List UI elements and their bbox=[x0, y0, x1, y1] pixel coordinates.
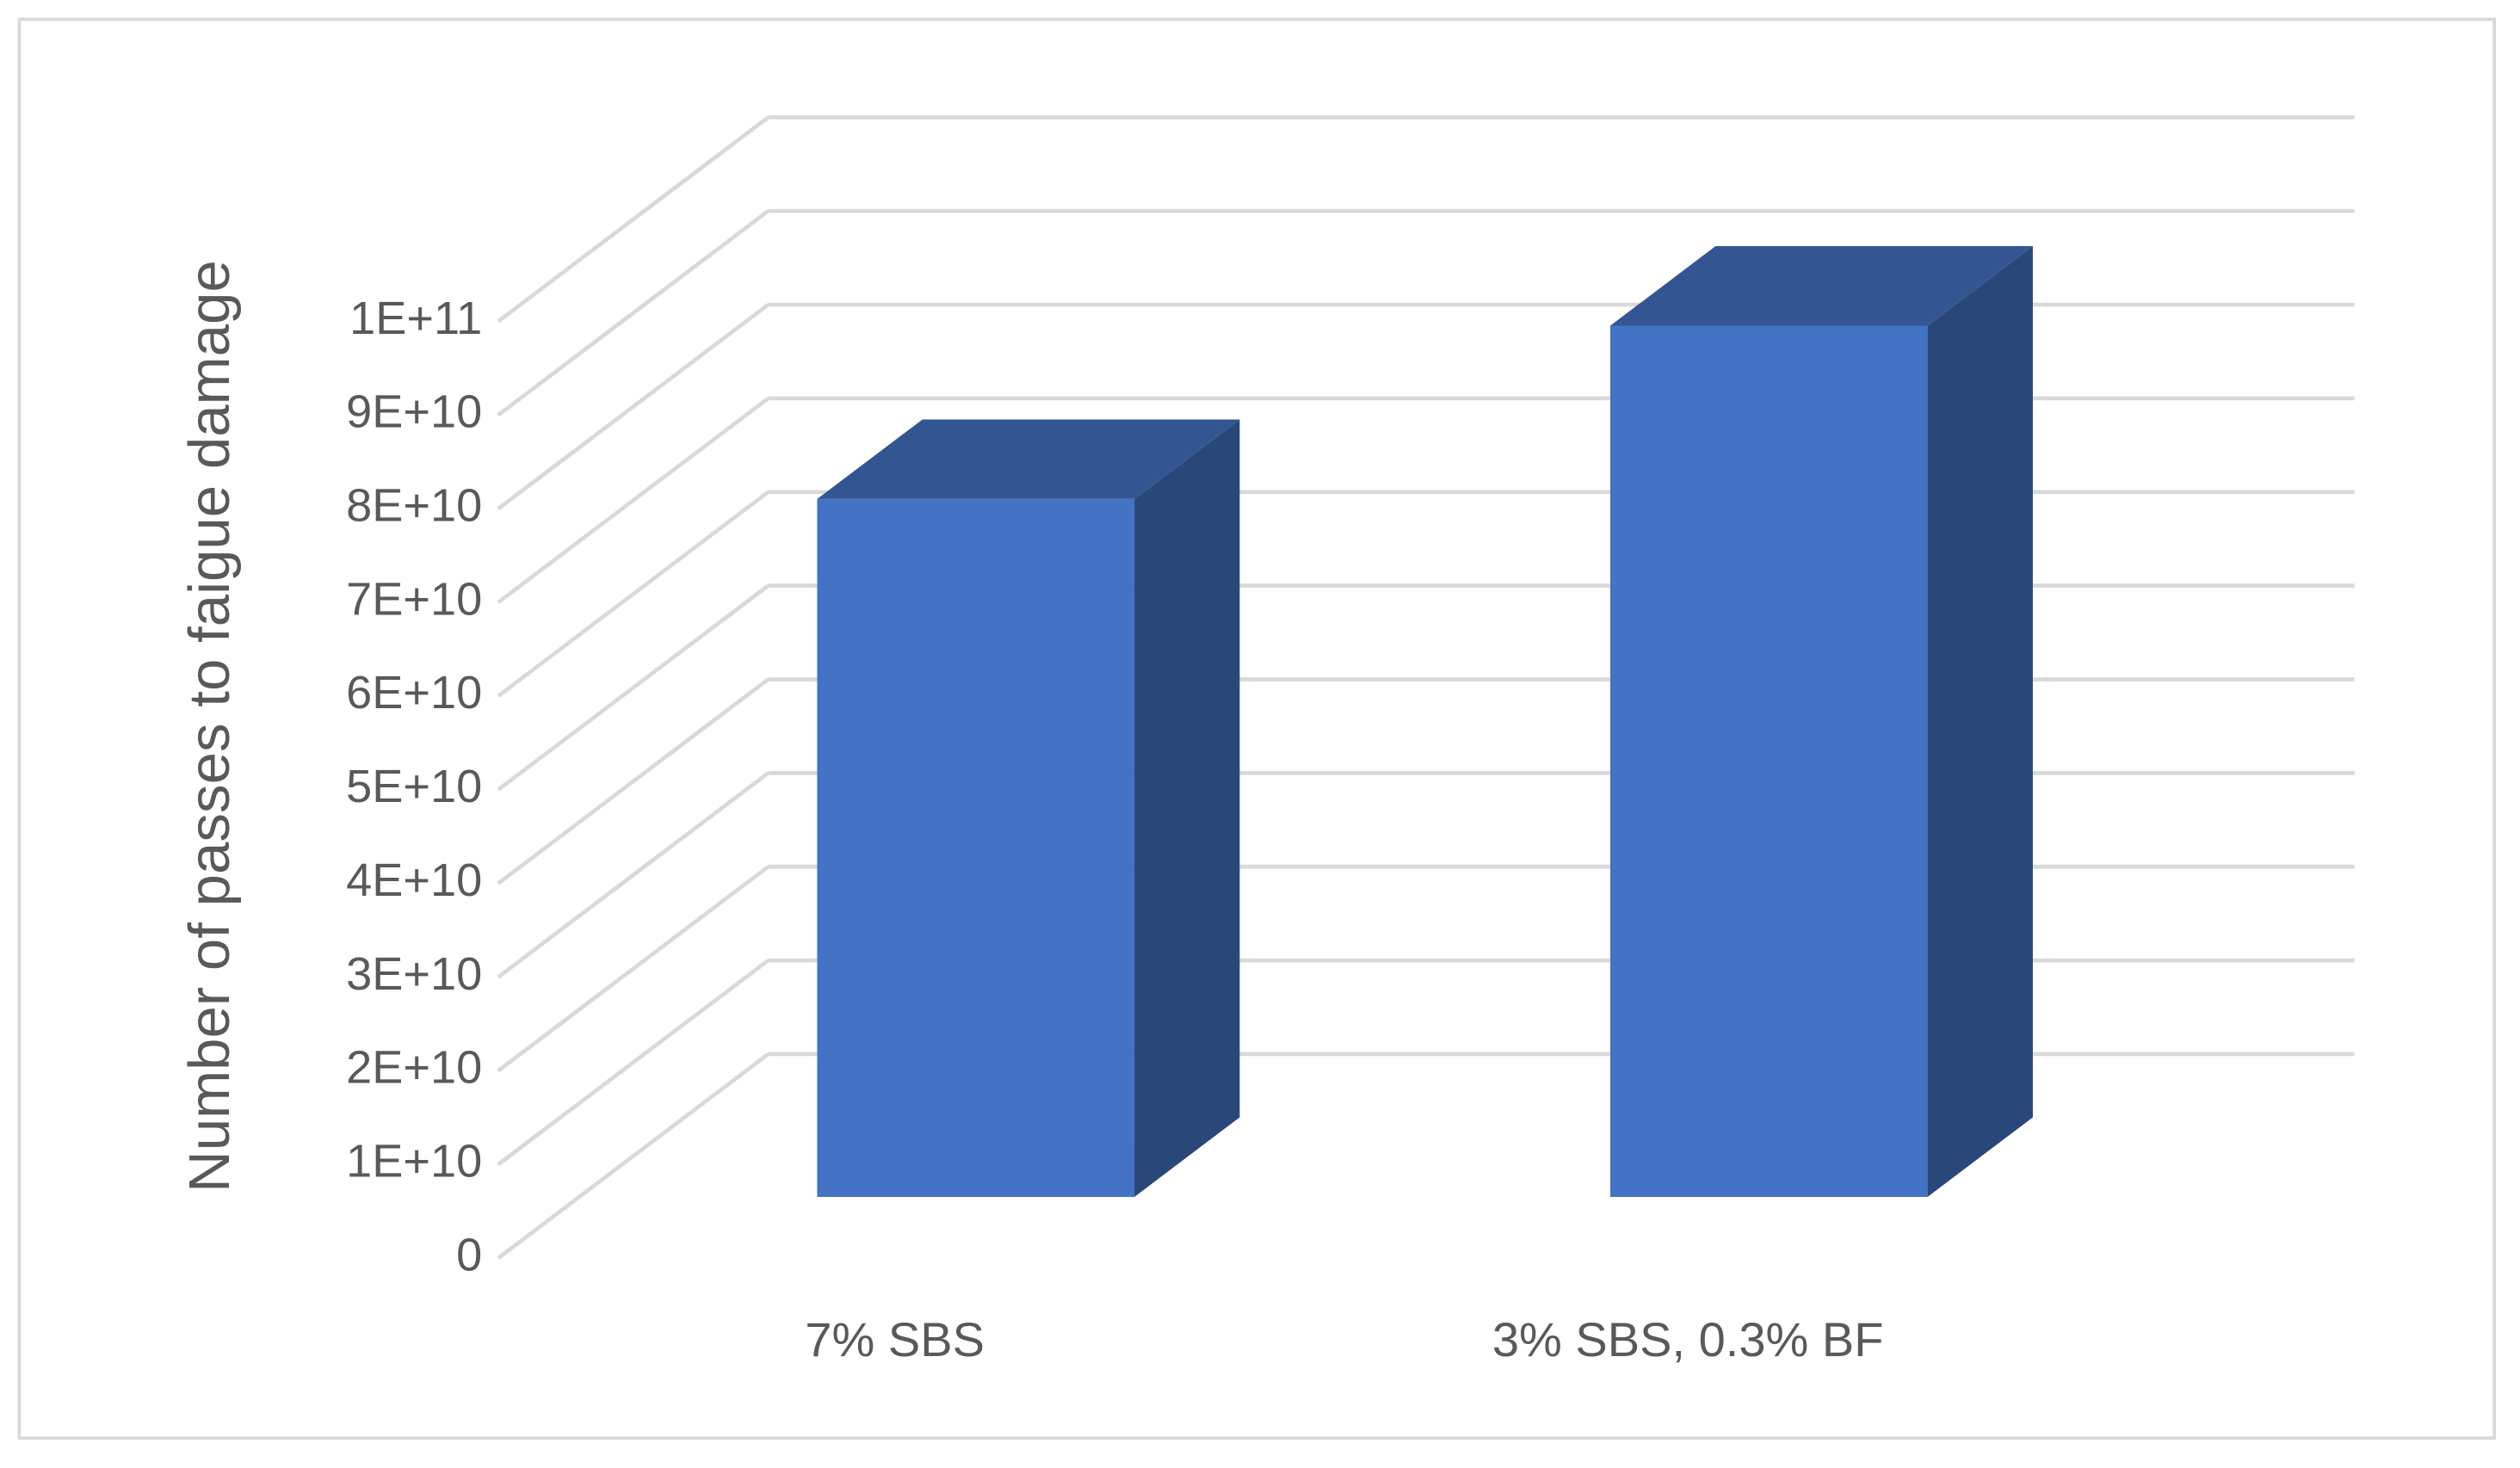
y-axis-title: Number of passes to faigue damage bbox=[177, 260, 242, 1193]
y-tick-label: 1E+10 bbox=[346, 1136, 482, 1187]
y-tick-label: 2E+10 bbox=[346, 1042, 482, 1094]
grid-line bbox=[497, 959, 770, 1167]
bar-side bbox=[1134, 419, 1240, 1197]
y-tick-label: 4E+10 bbox=[346, 854, 482, 906]
y-tick-label: 7E+10 bbox=[346, 573, 482, 625]
grid-line bbox=[497, 677, 770, 885]
bar bbox=[817, 498, 1135, 1197]
grid-line bbox=[497, 490, 770, 698]
grid-line bbox=[497, 771, 770, 979]
bar-top bbox=[817, 419, 1240, 499]
bar-side bbox=[1927, 246, 2033, 1197]
y-tick-label: 8E+10 bbox=[346, 479, 482, 531]
grid-line bbox=[497, 865, 770, 1073]
bar bbox=[1609, 325, 1928, 1197]
y-tick-label: 6E+10 bbox=[346, 667, 482, 719]
x-tick-label: 7% SBS bbox=[805, 1312, 985, 1366]
y-tick-label: 5E+10 bbox=[346, 761, 482, 812]
grid-line bbox=[497, 1052, 770, 1260]
grid-line bbox=[497, 115, 770, 324]
grid-line bbox=[497, 303, 770, 511]
grid-line bbox=[497, 583, 770, 792]
x-tick-label: 3% SBS, 0.3% BF bbox=[1492, 1312, 1884, 1366]
y-tick-label: 1E+11 bbox=[349, 293, 482, 344]
grid-line bbox=[497, 397, 770, 604]
y-tick-label: 3E+10 bbox=[346, 948, 482, 1000]
grid-line bbox=[497, 209, 770, 417]
y-tick-label: 0 bbox=[456, 1229, 482, 1280]
bar-top bbox=[1609, 246, 2033, 326]
y-tick-label: 9E+10 bbox=[346, 386, 482, 438]
chart-border bbox=[17, 17, 2496, 1440]
